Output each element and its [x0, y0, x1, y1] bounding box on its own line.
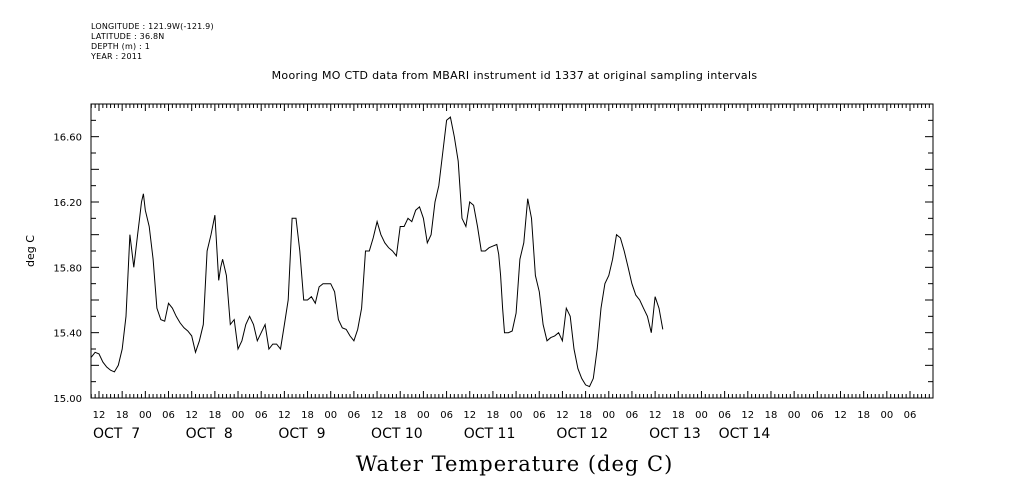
- x-tick-label: 06: [162, 410, 175, 421]
- x-tick-label: 00: [510, 410, 523, 421]
- x-day-label: OCT 10: [371, 426, 423, 442]
- x-tick-label: 00: [695, 410, 708, 421]
- x-tick-labels: 12 18 00 06 12 18 00 06 12 18 00 06 12 18 00 06 12 18 00 06…: [93, 410, 917, 421]
- x-tick-label: 18: [857, 410, 870, 421]
- x-day-label: OCT 12: [556, 426, 608, 442]
- y-tick-labels: 15.00 15.40 15.80 16.20 16.60: [53, 133, 82, 405]
- x-tick-label: 00: [602, 410, 615, 421]
- x-day-label: OCT 8: [186, 426, 233, 442]
- x-tick-label: 18: [116, 410, 129, 421]
- x-tick-label: 12: [741, 410, 754, 421]
- x-tick-label: 12: [649, 410, 662, 421]
- x-tick-label: 00: [139, 410, 152, 421]
- x-tick-label: 06: [348, 410, 361, 421]
- latitude-label: LATITUDE : 36.8N: [91, 32, 165, 41]
- x-tick-label: 00: [324, 410, 337, 421]
- x-tick-label: 06: [440, 410, 453, 421]
- x-day-labels: OCT 7 OCT 8 OCT 9 OCT 10 OCT 11 OCT 12 OCT 13 O…: [93, 426, 770, 442]
- x-tick-label: 06: [626, 410, 639, 421]
- x-tick-label: 12: [834, 410, 847, 421]
- x-day-label: OCT 13: [649, 426, 701, 442]
- series-line: [90, 116, 664, 388]
- y-tick-label: 16.60: [53, 133, 82, 144]
- x-day-label: OCT 14: [719, 426, 771, 442]
- x-tick-label: 12: [278, 410, 291, 421]
- x-tick-label: 12: [556, 410, 569, 421]
- x-tick-label: 00: [880, 410, 893, 421]
- x-tick-label: 12: [463, 410, 476, 421]
- x-tick-label: 00: [417, 410, 430, 421]
- y-tick-label: 15.80: [53, 263, 82, 274]
- x-day-label: OCT 11: [464, 426, 516, 442]
- x-tick-label: 18: [487, 410, 500, 421]
- y-tick-label: 15.00: [53, 394, 82, 405]
- x-day-label: OCT 9: [278, 426, 325, 442]
- x-tick-label: 12: [93, 410, 106, 421]
- year-label: YEAR : 2011: [91, 52, 143, 61]
- x-tick-label: 12: [371, 410, 384, 421]
- x-tick-label: 18: [208, 410, 221, 421]
- x-tick-label: 18: [765, 410, 778, 421]
- axis-ticks: [90, 103, 933, 399]
- x-tick-label: 06: [811, 410, 824, 421]
- y-tick-label: 15.40: [53, 329, 82, 340]
- x-tick-label: 18: [394, 410, 407, 421]
- x-tick-label: 18: [301, 410, 314, 421]
- x-tick-label: 12: [185, 410, 198, 421]
- x-day-label: OCT 7: [93, 426, 140, 442]
- y-tick-label: 16.20: [53, 198, 82, 209]
- x-tick-label: 00: [788, 410, 801, 421]
- bottom-title: Water Temperature (deg C): [355, 452, 674, 476]
- x-tick-label: 06: [718, 410, 731, 421]
- x-tick-label: 00: [232, 410, 245, 421]
- chart-title: Mooring MO CTD data from MBARI instrumen…: [271, 69, 758, 82]
- x-tick-label: 18: [579, 410, 592, 421]
- x-tick-label: 06: [904, 410, 917, 421]
- x-tick-label: 18: [672, 410, 685, 421]
- depth-label: DEPTH (m) : 1: [91, 42, 150, 51]
- y-axis-label: deg C: [24, 235, 37, 267]
- x-tick-label: 06: [255, 410, 268, 421]
- metadata-block: LONGITUDE : 121.9W(-121.9) LATITUDE : 36…: [91, 22, 214, 62]
- x-tick-label: 06: [533, 410, 546, 421]
- longitude-label: LONGITUDE : 121.9W(-121.9): [91, 22, 214, 31]
